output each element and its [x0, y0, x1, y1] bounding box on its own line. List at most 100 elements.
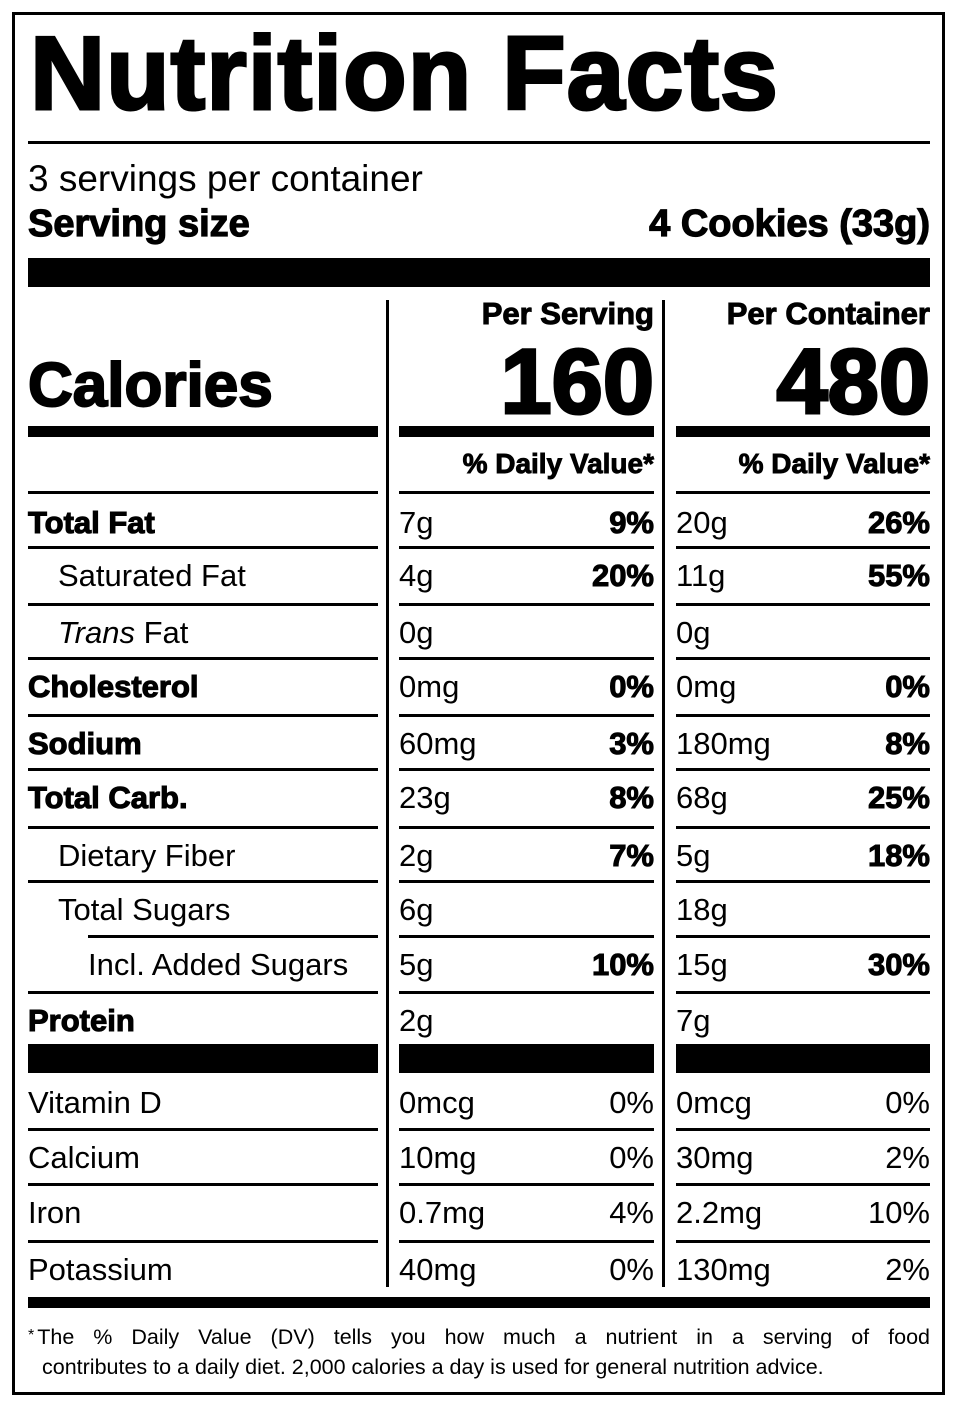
row-rule-container [676, 714, 930, 717]
vitamin-name: Vitamin D [28, 1085, 162, 1120]
row-rule-label [28, 880, 378, 883]
calories-bar-container [676, 426, 930, 437]
row-rule-label [28, 1183, 378, 1186]
row-rule-serving [399, 1183, 654, 1186]
nutrient-name: Saturated Fat [58, 558, 246, 593]
container-amount: 18g [676, 892, 728, 927]
row-rule-label [28, 546, 378, 549]
serving-size-value: 4 Cookies (33g) [649, 203, 931, 245]
serving-dv: 8% [609, 780, 655, 815]
container-dv: 30% [867, 947, 930, 982]
row-rule-container [676, 768, 930, 771]
container-dv: 26% [867, 505, 930, 540]
per-serving-header: Per Serving [481, 296, 654, 331]
serving-dv: 0% [609, 1085, 654, 1120]
row-rule-label [28, 768, 378, 771]
row-rule-label [28, 657, 378, 660]
serving-amount: 60mg [399, 726, 477, 761]
serving-amount: 23g [399, 780, 451, 815]
row-rule-serving [399, 768, 654, 771]
nutrient-name: Total Sugars [58, 892, 231, 927]
row-rule-serving [399, 935, 654, 938]
serving-amount: 40mg [399, 1252, 477, 1287]
container-amount: 20g [676, 505, 728, 540]
calories-per-serving: 160 [499, 331, 655, 433]
nutrient-name: Sodium [27, 726, 142, 761]
row-rule-container [676, 657, 930, 660]
container-dv: 2% [885, 1140, 930, 1175]
serving-amount: 5g [399, 947, 434, 982]
serving-amount: 0g [399, 615, 434, 650]
row-rule-serving [399, 603, 654, 606]
serving-amount: 10mg [399, 1140, 477, 1175]
serving-dv: 7% [609, 838, 655, 873]
serving-dv: 3% [609, 726, 655, 761]
row-rule-container [676, 546, 930, 549]
vitamin-name: Potassium [28, 1252, 173, 1287]
row-rule-container [676, 1128, 930, 1131]
row-rule-label [88, 935, 378, 938]
row-rule-label [28, 991, 378, 994]
container-amount: 11g [676, 558, 726, 593]
footnote-line-1: * The % Daily Value (DV) tells you how mu… [28, 1325, 930, 1349]
protein-bar-container [676, 1044, 930, 1073]
row-rule-container [676, 1240, 930, 1243]
column-divider-2 [662, 300, 665, 1287]
dv-header-container: % Daily Value* [738, 448, 930, 479]
container-dv: 25% [867, 780, 930, 815]
row-rule-serving [399, 826, 654, 829]
container-amount: 30mg [676, 1140, 754, 1175]
serving-amount: 0mcg [399, 1085, 475, 1120]
nutrient-name: Trans Fat [58, 615, 189, 650]
row-rule-serving [399, 657, 654, 660]
nutrient-name: Total Fat [27, 505, 155, 540]
column-divider-1 [386, 300, 389, 1287]
title-rule [28, 141, 930, 144]
row-rule-label [28, 603, 378, 606]
protein-bar-serving [399, 1044, 654, 1073]
container-amount: 2.2mg [676, 1195, 763, 1230]
row-rule-serving [399, 1240, 654, 1243]
container-amount: 15g [676, 947, 728, 982]
container-dv: 10% [867, 1195, 930, 1230]
row-rule-container [676, 991, 930, 994]
servings-per-container: 3 servings per container [28, 158, 423, 199]
calories-label: Calories [27, 351, 274, 420]
serving-dv: 9% [609, 505, 655, 540]
container-amount: 130mg [676, 1252, 771, 1287]
row-rule-label [28, 1128, 378, 1131]
row-rule-container [676, 935, 930, 938]
container-dv: 55% [867, 558, 930, 593]
row-rule-serving [399, 546, 654, 549]
container-dv: 18% [867, 838, 930, 873]
serving-dv: 4% [609, 1195, 654, 1230]
nutrient-name: Incl. Added Sugars [88, 947, 349, 982]
calories-bar-serving [399, 426, 654, 437]
dv-rule-container [676, 491, 930, 494]
serving-amount: 7g [399, 505, 434, 540]
row-rule-container [676, 1183, 930, 1186]
container-amount: 0g [676, 615, 711, 650]
vitamin-name: Calcium [28, 1140, 140, 1175]
dv-rule-serving [399, 491, 654, 494]
row-rule-label [28, 1240, 378, 1243]
serving-dv: 0% [609, 1140, 654, 1175]
nutrition-label-frame [12, 12, 945, 1395]
dv-header-serving: % Daily Value* [462, 448, 654, 479]
footnote-asterisk: * [28, 1327, 35, 1344]
serving-dv: 0% [609, 669, 655, 704]
nutrient-name: Total Carb. [27, 780, 188, 815]
row-rule-container [676, 826, 930, 829]
row-rule-serving [399, 714, 654, 717]
serving-amount: 0.7mg [399, 1195, 486, 1230]
protein-bar-label [28, 1044, 378, 1073]
serving-thick-bar [28, 258, 930, 287]
serving-size-label: Serving size [27, 203, 250, 245]
serving-dv: 0% [609, 1252, 654, 1287]
vitamin-name: Iron [28, 1195, 82, 1230]
serving-amount: 2g [399, 838, 434, 873]
container-amount: 7g [676, 1003, 711, 1038]
serving-amount: 6g [399, 892, 434, 927]
row-rule-label [28, 826, 378, 829]
per-container-header: Per Container [726, 296, 930, 331]
